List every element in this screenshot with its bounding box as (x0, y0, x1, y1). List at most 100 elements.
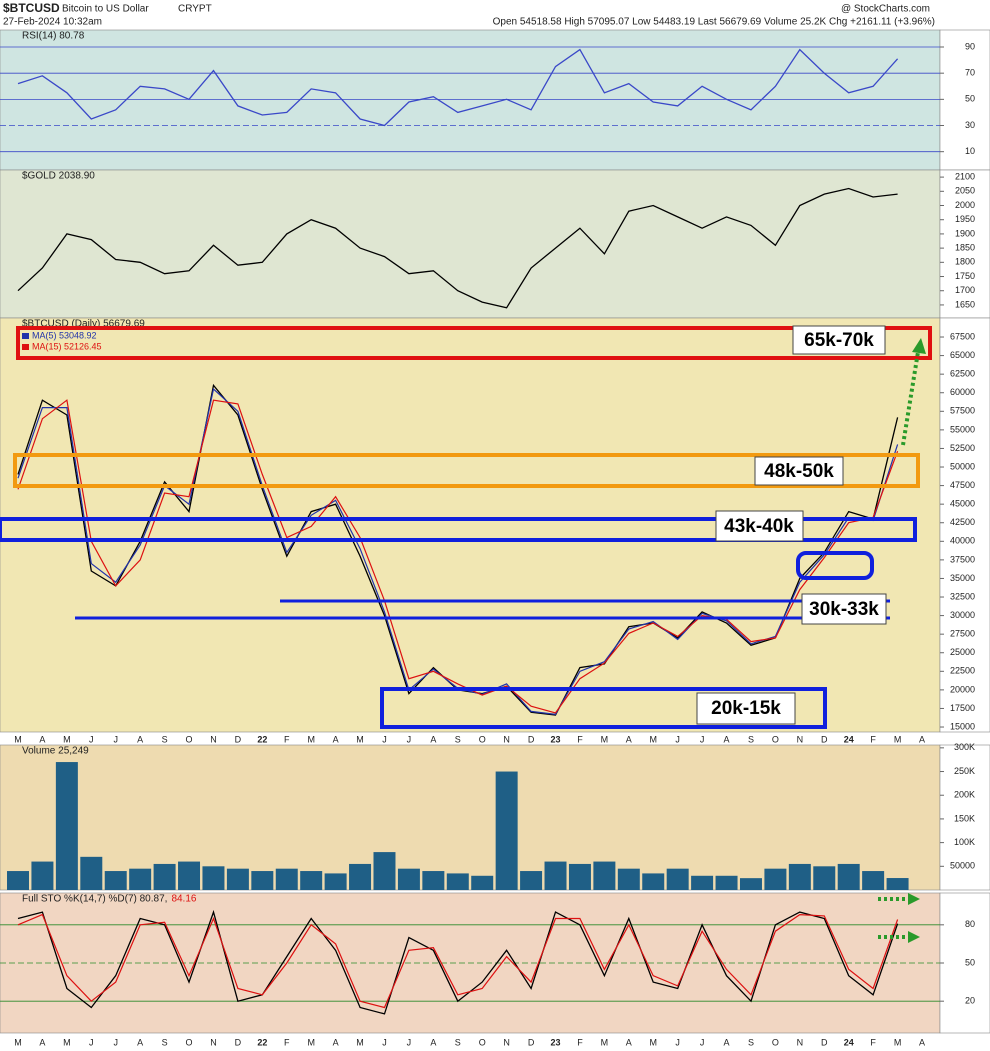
bar (764, 868, 787, 890)
axis-background (939, 892, 990, 1034)
bar (349, 863, 372, 890)
x-tick-label: S (455, 734, 461, 744)
bar (593, 861, 616, 890)
x-tick-label: 22 (257, 734, 267, 744)
x-tick-label: D (235, 734, 242, 744)
x-tick-label: D (235, 1037, 242, 1047)
label-box (792, 325, 886, 355)
bar (617, 868, 640, 890)
x-tick-label: O (186, 1037, 193, 1047)
y-tick-label: 100K (954, 837, 975, 847)
source: @ StockCharts.com (841, 4, 930, 15)
x-tick-label: O (186, 734, 193, 744)
series-line (17, 187, 898, 309)
zone-box (0, 517, 917, 542)
arrow-head (912, 338, 926, 354)
y-tick-label: 1900 (955, 228, 975, 238)
bar (544, 861, 567, 890)
x-tick-label: F (870, 734, 876, 744)
y-tick-label: 57500 (950, 406, 975, 416)
x-tick-label: J (89, 1037, 94, 1047)
x-tick-label: M (307, 1037, 315, 1047)
y-tick-label: 2050 (955, 186, 975, 196)
legend-swatch (22, 333, 29, 339)
y-tick-label: 15000 (950, 721, 975, 731)
x-tick-label: J (113, 1037, 118, 1047)
x-tick-label: J (382, 1037, 387, 1047)
y-tick-label: 30000 (950, 610, 975, 620)
y-tick-label: 1700 (955, 285, 975, 295)
x-tick-label: O (479, 734, 486, 744)
y-tick-label: 1650 (955, 299, 975, 309)
y-tick-label: 55000 (950, 424, 975, 434)
legend-swatch (22, 344, 29, 350)
series-line (17, 399, 899, 714)
bar (568, 863, 591, 890)
bar (739, 878, 762, 890)
y-tick-label: 30 (965, 120, 975, 130)
y-tick-label: 250K (954, 766, 975, 776)
x-tick-label: M (307, 734, 315, 744)
y-tick-label: 1800 (955, 257, 975, 267)
panel-title: Volume 25,249 (22, 746, 89, 757)
bar (715, 875, 738, 890)
x-tick-label: J (382, 734, 387, 744)
bar (226, 868, 249, 890)
y-tick-label: 90 (965, 41, 975, 51)
legend-label: MA(15) 52126.45 (32, 341, 102, 351)
x-tick-label: F (870, 1037, 876, 1047)
x-tick-label: N (210, 734, 217, 744)
y-tick-label: 200K (954, 790, 975, 800)
x-tick-label: N (503, 1037, 510, 1047)
axis-background (939, 29, 990, 171)
bar (446, 873, 469, 890)
panel-title: $GOLD 2038.90 (22, 171, 95, 182)
symbol: $BTCUSD (3, 1, 60, 15)
x-tick-label: A (39, 734, 45, 744)
quote: Open 54518.58 High 57095.07 Low 54483.19… (493, 17, 935, 28)
bar (300, 871, 323, 890)
x-tick-label: M (14, 1037, 22, 1047)
x-tick-label: 24 (844, 1037, 854, 1047)
y-tick-label: 52500 (950, 443, 975, 453)
x-tick-label: A (919, 734, 925, 744)
bar (788, 863, 811, 890)
zone-label: 20k-15k (711, 698, 781, 719)
zone-box (16, 326, 932, 360)
axis-background (939, 169, 990, 319)
symbol-name: Bitcoin to US Dollar (62, 4, 149, 15)
y-tick-label: 1750 (955, 271, 975, 281)
x-tick-label: A (724, 1037, 730, 1047)
x-tick-label: A (626, 1037, 632, 1047)
x-tick-label: O (772, 734, 779, 744)
y-tick-label: 67500 (950, 331, 975, 341)
bar (7, 871, 29, 890)
bar (837, 863, 860, 890)
x-tick-label: M (894, 734, 902, 744)
y-tick-label: 60000 (950, 387, 975, 397)
y-tick-label: 17500 (950, 703, 975, 713)
x-tick-label: J (407, 734, 412, 744)
y-tick-label: 50000 (950, 461, 975, 471)
bar (55, 762, 78, 890)
bar (495, 771, 518, 890)
bar (153, 863, 176, 890)
y-tick-label: 2100 (955, 171, 975, 181)
series-line (17, 913, 899, 1009)
bar (666, 868, 689, 890)
panel-title: RSI(14) 80.78 (22, 31, 85, 42)
date: 27-Feb-2024 10:32am (3, 17, 102, 28)
exchange: CRYPT (178, 4, 212, 15)
panel-title: 84.16 (171, 894, 196, 905)
bar (104, 871, 127, 890)
zone-box (796, 551, 874, 580)
x-tick-label: M (63, 1037, 71, 1047)
bar (520, 871, 543, 890)
x-tick-label: N (210, 1037, 217, 1047)
x-tick-label: A (430, 734, 436, 744)
panel-title: $BTCUSD (Daily) 56679.69 (22, 319, 145, 330)
x-tick-label: J (700, 734, 705, 744)
y-tick-label: 47500 (950, 480, 975, 490)
bar (471, 875, 494, 890)
